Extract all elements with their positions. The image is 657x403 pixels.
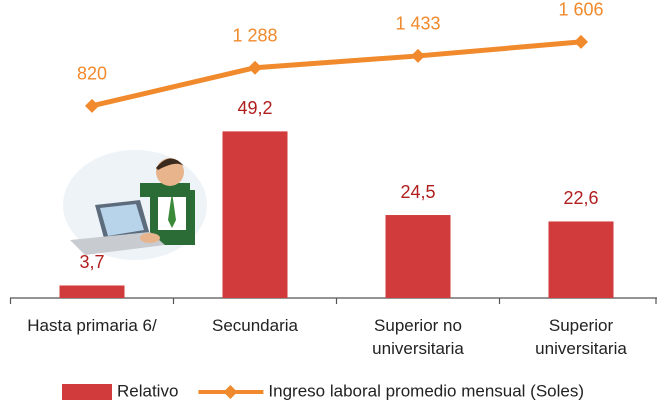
bar xyxy=(223,131,288,298)
legend-label: Relativo xyxy=(117,381,178,400)
line-series xyxy=(92,42,581,106)
bar-value-label: 3,7 xyxy=(79,252,104,272)
x-tick-label: Superior universitaria xyxy=(501,314,657,360)
line-marker xyxy=(411,49,425,63)
bar-value-label: 22,6 xyxy=(563,188,598,208)
line-value-label: 820 xyxy=(77,64,107,84)
line-value-label: 1 433 xyxy=(395,14,440,34)
x-tick-label: Secundaria xyxy=(175,314,335,337)
chart: 3,7 49,2 24,5 22,6 820 1 288 1 433 1 606 Relativ… xyxy=(0,0,657,403)
x-tick-label: Hasta primaria 6/ xyxy=(12,314,172,337)
bar-value-label: 24,5 xyxy=(400,182,435,202)
illustration xyxy=(63,150,207,260)
bar xyxy=(60,285,125,298)
line-value-label: 1 288 xyxy=(232,25,277,45)
bar-value-label: 49,2 xyxy=(237,98,272,118)
bar xyxy=(549,221,614,298)
x-tick-label: Superior no universitaria xyxy=(338,314,498,360)
line-value-label: 1 606 xyxy=(558,0,603,20)
line-marker xyxy=(85,99,99,113)
line-marker xyxy=(248,61,262,75)
legend-swatch xyxy=(62,384,112,400)
legend-label: Ingreso laboral promedio mensual (Soles) xyxy=(268,381,584,400)
bar xyxy=(386,215,451,298)
line-marker xyxy=(574,35,588,49)
legend-marker xyxy=(223,385,237,399)
